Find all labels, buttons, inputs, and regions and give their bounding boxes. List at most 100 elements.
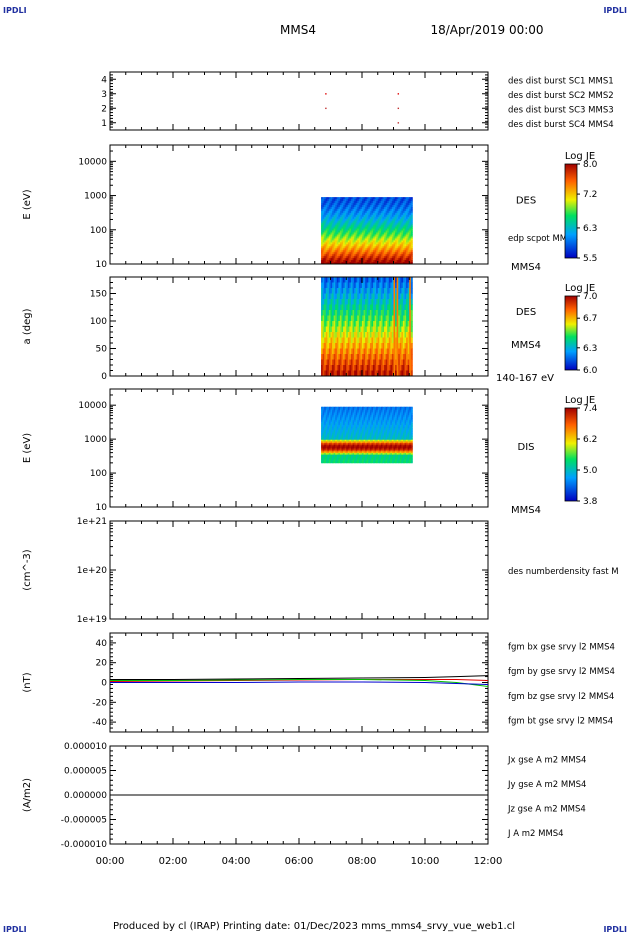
heatmap-cell [406,413,409,416]
heatmap-cell [374,359,377,366]
heatmap-cell [393,321,396,327]
heatmap-cell [321,288,324,294]
heatmap-cell [321,416,324,419]
heatmap-cell [369,206,372,210]
heatmap-cell [335,246,338,249]
heatmap-cell [384,406,387,409]
heatmap-cell [382,238,385,241]
heatmap-cell [369,321,372,327]
heatmap-cell [343,415,346,418]
heatmap-cell [354,439,357,442]
heatmap-cell [380,310,383,316]
heatmap-cell [327,428,330,431]
heatmap-cell [349,236,352,239]
heatmap-cell [328,413,331,416]
heatmap-cell [360,426,363,429]
heatmap-cell [321,454,324,457]
heatmap-cell [374,277,377,283]
heatmap-cell [373,254,375,257]
heatmap-cell [327,441,330,444]
heatmap-cell [333,436,336,439]
heatmap-cell [410,256,413,259]
heatmap-cell [380,218,383,222]
heatmap-cell [404,282,407,289]
heatmap-cell [395,421,398,424]
heatmap-cell [338,288,341,294]
heatmap-cell [360,222,363,226]
heatmap-cell [327,232,330,235]
heatmap-cell [324,262,327,265]
heatmap-cell [346,218,349,222]
heatmap-cell [402,415,405,418]
heatmap-cell [349,199,352,202]
heatmap-cell [335,250,338,253]
heatmap-cell [349,443,352,446]
heatmap-cell [363,299,366,305]
heatmap-cell [360,240,363,243]
heatmap-cell [373,410,375,413]
heatmap-cell [384,343,387,349]
heatmap-cell [373,216,375,220]
heatmap-cell [339,431,342,434]
heatmap-cell [322,244,325,247]
heatmap-cell [332,234,335,237]
heatmap-cell [404,441,407,444]
heatmap-cell [358,236,361,239]
heatmap-cell [343,337,346,344]
heatmap-cell [362,459,364,462]
heatmap-cell [350,452,353,455]
heatmap-cell [390,337,393,344]
heatmap-cell [393,443,396,446]
heatmap-cell [321,208,324,212]
heatmap-cell [325,282,328,289]
heatmap-cell [352,433,355,436]
heatmap-cell [391,214,394,218]
heatmap-cell [401,411,404,414]
heatmap-cell [401,304,404,311]
heatmap-cell [391,354,394,360]
heatmap-cell [379,354,382,360]
heatmap-cell [406,326,409,333]
heatmap-cell [363,457,366,460]
heatmap-cell [330,234,333,237]
heatmap-cell [380,449,383,452]
heatmap-cell [350,248,353,251]
heatmap-cell [369,216,372,220]
heatmap-cell [393,250,396,253]
heatmap-cell [368,203,371,206]
heatmap-cell [327,416,330,419]
heatmap-cell [379,293,382,300]
heatmap-cell [379,434,382,437]
heatmap-cell [325,457,328,460]
heatmap-cell [354,242,357,245]
heatmap-cell [344,429,347,432]
heatmap-cell [327,238,330,241]
heatmap-cell [324,240,327,243]
heatmap-cell [382,315,385,322]
heatmap-cell [398,459,401,462]
heatmap-cell [409,436,412,439]
heatmap-cell [333,332,336,338]
heatmap-cell [354,201,357,204]
heatmap-cell [369,411,372,414]
heatmap-cell [335,423,338,426]
heatmap-cell [373,230,375,233]
heatmap-cell [360,419,363,422]
heatmap-cell [339,434,342,437]
heatmap-cell [354,293,357,300]
y-tick-label: 2 [101,104,107,114]
heatmap-cell [369,242,372,245]
heatmap-cell [390,454,393,457]
heatmap-cell [328,451,331,454]
heatmap-cell [339,365,342,371]
heatmap-cell [346,258,349,261]
heatmap-cell [371,448,374,451]
heatmap-cell [325,436,328,439]
heatmap-cell [349,304,352,311]
heatmap-cell [382,288,385,294]
heatmap-cell [344,419,347,422]
heatmap-cell [343,459,346,462]
heatmap-cell [354,228,357,231]
heatmap-cell [352,438,355,441]
heatmap-cell [407,326,410,333]
